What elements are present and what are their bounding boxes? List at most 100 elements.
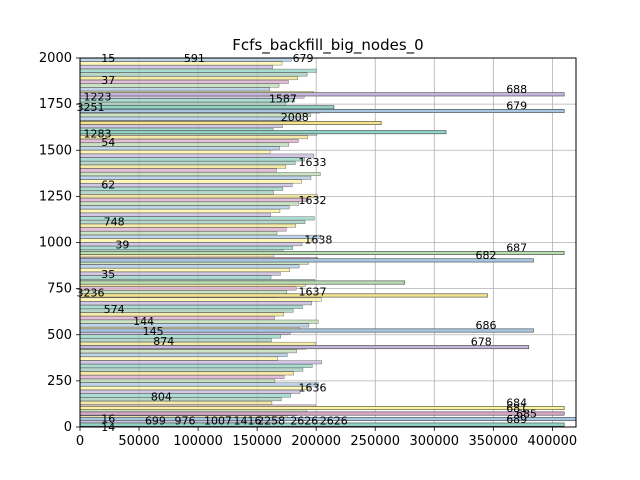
job-id-label: 1587 [269,93,297,106]
task-bar [79,382,319,387]
x-tick-label: 300000 [409,434,459,449]
job-id-label: 3251 [76,101,104,114]
job-id-label: 1223 [84,91,112,104]
bars-group [79,57,577,427]
y-axis-ticks: 0 250 500 750 1000 1250 1500 1750 2000 [39,51,80,435]
bar-label: 682 [475,249,496,262]
task-bar [79,198,309,202]
job-bar [79,108,565,113]
bar-label: 685 [516,408,537,421]
task-bar [79,113,311,117]
x-tick-label: 50000 [118,434,159,449]
task-bar [79,65,273,69]
task-bar [79,164,287,169]
task-bar [79,286,297,291]
job-id-label: 2008 [281,111,309,124]
job-id-label: 699 [145,415,166,428]
job-id-label: 54 [101,136,115,149]
task-bar [79,297,322,302]
x-tick-label: 150000 [232,434,282,449]
task-bar [79,386,310,391]
job-id-label: 1638 [304,234,332,247]
task-bar [79,349,297,354]
job-id-label: 3236 [76,286,104,299]
job-bar [79,92,565,97]
job-id-label: 1007 [204,415,232,428]
job-id-label: 976 [174,415,195,428]
task-bar [79,150,271,154]
job-id-label: 144 [133,315,154,328]
task-bar [79,367,304,372]
task-bar [79,68,317,73]
task-bar [79,371,294,376]
job-id-label: 39 [115,238,129,251]
bar-label: 684 [506,396,527,409]
bar-label: 686 [475,319,496,332]
job-bar [79,345,530,350]
task-bar [79,364,313,368]
task-bar [79,400,273,405]
task-bar [79,98,295,103]
job-id-label: 16 [101,413,115,426]
bar-label: 678 [471,336,492,349]
task-bar [79,205,290,210]
task-bar [79,209,281,213]
x-tick-label: 350000 [469,434,519,449]
job-id-label: 2626 [290,415,318,428]
x-axis-ticks: 0 50000 100000 150000 200000 250000 300000 3500… [76,427,577,449]
job-bar [79,280,406,285]
bar-label: 681 [506,402,527,415]
task-bar [79,245,293,250]
task-bar [79,319,319,324]
x-tick-label: 100000 [173,434,223,449]
bar-label: 687 [506,241,527,254]
job-id-label: 2258 [257,415,285,428]
task-bar [79,231,278,236]
task-bar [79,316,275,320]
job-id-label: 1416 [234,415,262,428]
task-bar [79,360,322,365]
y-tick-label: 500 [47,328,72,343]
y-tick-label: 1000 [39,236,72,251]
task-bar [79,161,296,165]
job-bar [79,105,335,110]
job-id-label: 1637 [298,285,326,298]
y-tick-label: 750 [47,282,72,297]
task-bar [79,389,301,394]
x-tick-label: 400000 [528,434,578,449]
job-id-label: 874 [153,335,174,348]
x-tick-label: 0 [76,434,84,449]
chart-title: Fcfs_backfill_big_nodes_0 [232,36,423,55]
task-bar [79,375,285,379]
bar-label: 679 [506,99,527,112]
y-tick-label: 1500 [39,143,72,158]
task-bar [79,378,276,383]
task-bar [79,116,302,121]
task-bar [79,290,287,295]
job-id-label: 804 [151,391,172,404]
job-id-label: 1283 [84,128,112,141]
y-tick-label: 0 [64,420,72,435]
job-bar [79,293,488,298]
job-id-label: 35 [101,268,115,281]
job-id-label: 574 [104,303,125,316]
job-id-label: 1633 [298,156,326,169]
task-bar [79,153,315,158]
job-bar [79,258,534,263]
job-bar [79,120,382,125]
job-id-label: 145 [143,325,164,338]
task-bar [79,168,277,173]
bar-label: 689 [506,413,527,426]
task-bar [79,334,282,339]
task-bar [79,356,279,361]
task-bar [79,397,282,402]
task-bar [79,201,299,206]
job-id-label: 62 [101,178,115,191]
task-bar [79,341,316,346]
x-tick-label: 250000 [350,434,400,449]
job-id-label: 748 [104,215,125,228]
task-bar [79,172,321,176]
y-tick-label: 1250 [39,189,72,204]
task-bar [79,194,318,199]
x-tick-label: 200000 [291,434,341,449]
